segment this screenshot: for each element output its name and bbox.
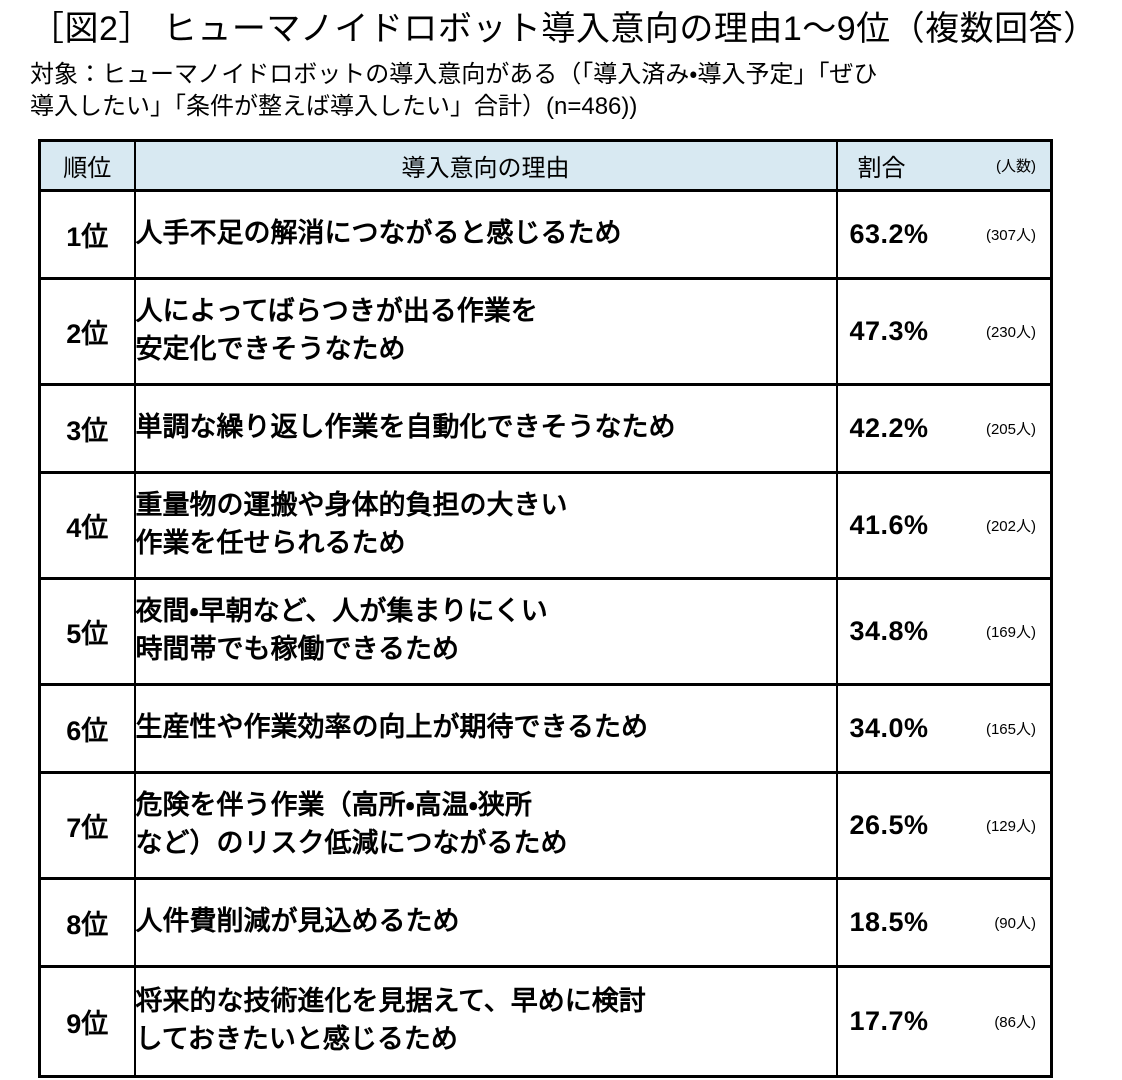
rank-cell: 8位 <box>38 876 136 968</box>
percent-value: 34.8% <box>849 615 929 646</box>
reason-cell: 人手不足の解消につながると感じるため <box>133 188 838 280</box>
rank-cell: 6位 <box>38 682 136 774</box>
table-row: 4位 重量物の運搬や身体的負担の大きい 作業を任せられるため 41.6% (20… <box>38 470 1053 580</box>
ratio-cell: 47.3% (230人) <box>835 276 1053 386</box>
rank-cell: 7位 <box>38 770 136 880</box>
table-row: 5位 夜間・早朝など、人が集まりにくい 時間帯でも稼働できるため 34.8% (… <box>38 576 1053 686</box>
percent-value: 47.3% <box>849 315 929 346</box>
table-header-row: 順位 導入意向の理由 割合 (人数) <box>38 138 1053 192</box>
table-row: 9位 将来的な技術進化を見据えて、早めに検討 しておきたいと感じるため 17.7… <box>38 964 1053 1078</box>
table-row: 6位 生産性や作業効率の向上が期待できるため 34.0% (165人) <box>38 682 1053 774</box>
ratio-cell: 42.2% (205人) <box>835 382 1053 474</box>
ratio-cell: 18.5% (90人) <box>835 876 1053 968</box>
survey-ranking-table: 順位 導入意向の理由 割合 (人数) 1位 人手不足の解消につながると感じるため… <box>38 138 1053 1078</box>
header-rank: 順位 <box>38 138 136 192</box>
rank-cell: 3位 <box>38 382 136 474</box>
percent-value: 26.5% <box>849 809 929 840</box>
ratio-cell: 34.8% (169人) <box>835 576 1053 686</box>
count-value: (230人) <box>985 323 1036 341</box>
reason-cell: 将来的な技術進化を見据えて、早めに検討 しておきたいと感じるため <box>133 964 838 1078</box>
reason-cell: 夜間・早朝など、人が集まりにくい 時間帯でも稼働できるため <box>133 576 838 686</box>
ratio-cell: 17.7% (86人) <box>835 964 1053 1078</box>
count-value: (307人) <box>985 226 1036 244</box>
percent-value: 34.0% <box>849 712 929 743</box>
reason-cell: 危険を伴う作業（高所・高温・狭所 など）のリスク低減につながるため <box>133 770 838 880</box>
figure-subtitle: 対象：ヒューマノイドロボットの導入意向がある（「導入済み・導入予定」「ぜひ 導入… <box>30 60 878 120</box>
table-row: 2位 人によってばらつきが出る作業を 安定化できそうなため 47.3% (230… <box>38 276 1053 386</box>
percent-value: 41.6% <box>849 509 929 540</box>
percent-value: 42.2% <box>849 412 929 443</box>
rank-cell: 4位 <box>38 470 136 580</box>
percent-value: 63.2% <box>849 218 929 249</box>
reason-cell: 人件費削減が見込めるため <box>133 876 838 968</box>
header-ratio: 割合 (人数) <box>835 138 1053 192</box>
percent-value: 18.5% <box>849 906 929 937</box>
reason-cell: 人によってばらつきが出る作業を 安定化できそうなため <box>133 276 838 386</box>
header-ratio-label: 割合 <box>857 154 906 182</box>
table-row: 7位 危険を伴う作業（高所・高温・狭所 など）のリスク低減につながるため 26.… <box>38 770 1053 880</box>
ratio-cell: 34.0% (165人) <box>835 682 1053 774</box>
count-value: (86人) <box>994 1013 1036 1031</box>
count-value: (169人) <box>985 623 1036 641</box>
header-reason: 導入意向の理由 <box>133 138 838 192</box>
rank-cell: 2位 <box>38 276 136 386</box>
count-value: (205人) <box>985 420 1036 438</box>
count-value: (165人) <box>985 720 1036 738</box>
table-row: 8位 人件費削減が見込めるため 18.5% (90人) <box>38 876 1053 968</box>
header-count-label: (人数) <box>996 157 1036 175</box>
rank-cell: 1位 <box>38 188 136 280</box>
count-value: (202人) <box>985 517 1036 535</box>
ratio-cell: 63.2% (307人) <box>835 188 1053 280</box>
table-row: 1位 人手不足の解消につながると感じるため 63.2% (307人) <box>38 188 1053 280</box>
ratio-cell: 26.5% (129人) <box>835 770 1053 880</box>
reason-cell: 重量物の運搬や身体的負担の大きい 作業を任せられるため <box>133 470 838 580</box>
count-value: (129人) <box>985 817 1036 835</box>
reason-cell: 生産性や作業効率の向上が期待できるため <box>133 682 838 774</box>
percent-value: 17.7% <box>849 1005 929 1036</box>
rank-cell: 9位 <box>38 964 136 1078</box>
figure-title: ［図2］ ヒューマノイドロボット導入意向の理由1～9位（複数回答） <box>30 10 1098 48</box>
rank-cell: 5位 <box>38 576 136 686</box>
table-row: 3位 単調な繰り返し作業を自動化できそうなため 42.2% (205人) <box>38 382 1053 474</box>
ratio-cell: 41.6% (202人) <box>835 470 1053 580</box>
count-value: (90人) <box>994 914 1036 932</box>
reason-cell: 単調な繰り返し作業を自動化できそうなため <box>133 382 838 474</box>
